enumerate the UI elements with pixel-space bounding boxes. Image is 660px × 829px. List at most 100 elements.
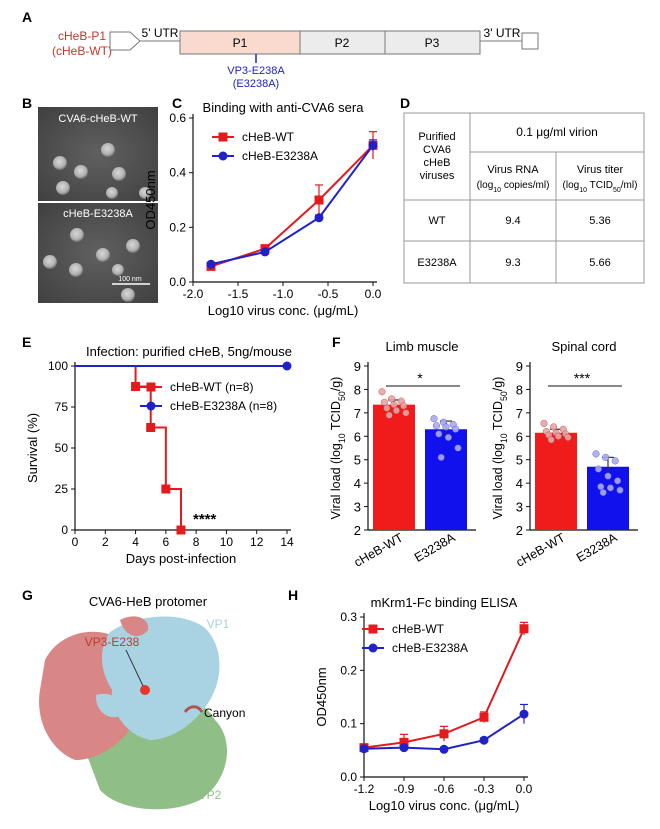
- h-legend-label-0: cHeB-WT: [392, 622, 445, 636]
- row2-titer: 5.66: [589, 257, 610, 269]
- row1-titer: 5.36: [589, 215, 610, 227]
- c-point-0-2: [314, 195, 324, 205]
- panel-g: G CVA6-HeB protomer VP3-E238 VP1 VP3 VP2…: [22, 587, 245, 810]
- e-x-tick-label-0: 0: [72, 535, 79, 549]
- h-x-tick-label-0: -1.2: [354, 782, 375, 796]
- canyon-label: Canyon: [204, 706, 245, 720]
- f1-y-axis-label: Viral load (log10 TCID50/g): [329, 377, 347, 520]
- e-x-tick-label-5: 10: [220, 535, 234, 549]
- row-header-line1: Purified: [418, 131, 455, 143]
- vp1-label: VP1: [207, 617, 230, 631]
- c-x-tick-label-1: -1.5: [228, 287, 249, 301]
- panel-letter-d: D: [400, 95, 410, 111]
- f2-y-tick-label-2: 4: [516, 476, 523, 491]
- em-label-mutant: cHeB-E3238A: [63, 208, 133, 220]
- f1-point-1-4: [442, 423, 450, 431]
- f2-point-1-3: [594, 465, 602, 473]
- f2-point-1-4: [604, 472, 612, 480]
- em-label-wt: CVA6-cHeB-WT: [58, 113, 138, 125]
- f1-point-1-7: [444, 433, 452, 442]
- f2-point-1-0: [592, 450, 600, 458]
- f2-point-1-5: [614, 477, 622, 485]
- c-y-tick-label-2: 0.4: [169, 166, 186, 180]
- mutation-site-label: VP3-E238: [85, 635, 140, 649]
- protomer-title: CVA6-HeB protomer: [89, 594, 208, 609]
- h-y-tick-label-0: 0.0: [340, 770, 357, 784]
- f2-point-1-7: [606, 484, 614, 492]
- col1-subheader: (log10 copies/ml): [477, 180, 550, 194]
- f1-y-tick-label-0: 2: [354, 523, 361, 538]
- f1-bar-0: [373, 404, 415, 530]
- e-point-1-2: [282, 361, 292, 371]
- e-y-tick-label-3: 75: [55, 400, 69, 414]
- f1-significance: *: [417, 370, 423, 386]
- f1-point-0-8: [402, 409, 410, 417]
- f1-point-1-3: [432, 422, 440, 430]
- e-significance: ****: [193, 511, 217, 528]
- virions-wt: [53, 143, 151, 199]
- c-y-tick-label-3: 0.6: [169, 111, 186, 125]
- h-x-tick-label-3: -0.3: [474, 782, 495, 796]
- f2-point-1-8: [616, 486, 624, 494]
- f1-y-tick-label-3: 5: [354, 453, 361, 468]
- f2-category-label-1: E3238A: [574, 530, 620, 565]
- f2-point-1-2: [611, 457, 619, 465]
- chart-f: F 2 3 4 5 6 7 8 9 Limb muscle Viral load (log10 T…: [329, 334, 638, 570]
- e-y-tick-label-4: 100: [48, 359, 68, 373]
- e-point-0-2: [146, 423, 156, 432]
- h-point-0-1: [399, 737, 409, 747]
- e-x-tick-label-7: 14: [280, 535, 294, 549]
- e-y-axis-label: Survival (%): [25, 413, 40, 483]
- utr3-box: [521, 32, 539, 50]
- mutation-site-pointer: [125, 649, 144, 687]
- protomer-surface: [39, 616, 227, 810]
- col1-header: Virus RNA: [487, 164, 539, 176]
- f2-point-1-9: [599, 488, 607, 497]
- f1-y-tick-label-4: 6: [354, 429, 361, 444]
- f1-point-0-7: [392, 406, 400, 415]
- f2-y-tick-label-4: 6: [516, 429, 523, 444]
- row1-name: WT: [428, 215, 445, 227]
- f1-point-0-5: [400, 402, 408, 410]
- h-y-axis-label: OD450nm: [314, 667, 329, 726]
- h-y-tick-label-2: 0.2: [340, 663, 357, 677]
- f2-significance: ***: [574, 370, 591, 386]
- utr5-label: 5' UTR: [142, 26, 179, 40]
- e-point-0-4: [176, 525, 186, 535]
- f1-y-tick-label-6: 8: [354, 382, 361, 397]
- h-point-1-4: [519, 709, 529, 719]
- f2-point-0-8: [564, 433, 572, 442]
- e-x-tick-label-1: 2: [102, 535, 109, 549]
- col2-subheader: (log10 TCID50/ml): [563, 180, 638, 194]
- h-point-0-4: [519, 624, 529, 634]
- c-y-tick-label-1: 0.2: [169, 220, 186, 234]
- h-x-axis-label: Log10 virus conc. (μg/mL): [369, 798, 520, 813]
- panel-letter-a: A: [22, 9, 32, 25]
- panel-letter-f: F: [332, 334, 341, 350]
- row1-rna: 9.4: [505, 215, 520, 227]
- c-point-1-3: [368, 140, 378, 150]
- e-chart-title: Infection: purified cHeB, 5ng/mouse: [86, 344, 292, 359]
- c-x-axis-label: Log10 virus conc. (μg/mL): [208, 303, 359, 318]
- f1-y-tick-label-7: 9: [354, 359, 361, 374]
- row-header-line2: CVA6: [423, 144, 451, 156]
- f2-y-tick-label-0: 2: [516, 523, 523, 538]
- h-legend-marker-0: [368, 624, 378, 634]
- f2-point-0-0: [540, 419, 548, 427]
- f2-point-0-7: [554, 432, 562, 440]
- c-x-tick-label-0: -2.0: [183, 287, 204, 301]
- region-p3: [384, 30, 481, 55]
- c-x-tick-label-4: 0.0: [365, 287, 382, 301]
- region-p2-label: P2: [335, 36, 350, 50]
- c-series-line-0: [210, 144, 374, 268]
- utr3-label: 3' UTR: [484, 26, 521, 40]
- mutation-alias: (E3238A): [233, 78, 279, 90]
- e-y-tick-label-2: 50: [55, 441, 69, 455]
- f1-point-1-6: [435, 430, 443, 438]
- h-x-tick-label-2: -0.6: [434, 782, 455, 796]
- f2-y-tick-label-1: 3: [516, 500, 523, 515]
- f2-y-tick-label-5: 7: [516, 406, 523, 421]
- mutation-site: [140, 685, 150, 695]
- panel-letter-e: E: [22, 334, 31, 350]
